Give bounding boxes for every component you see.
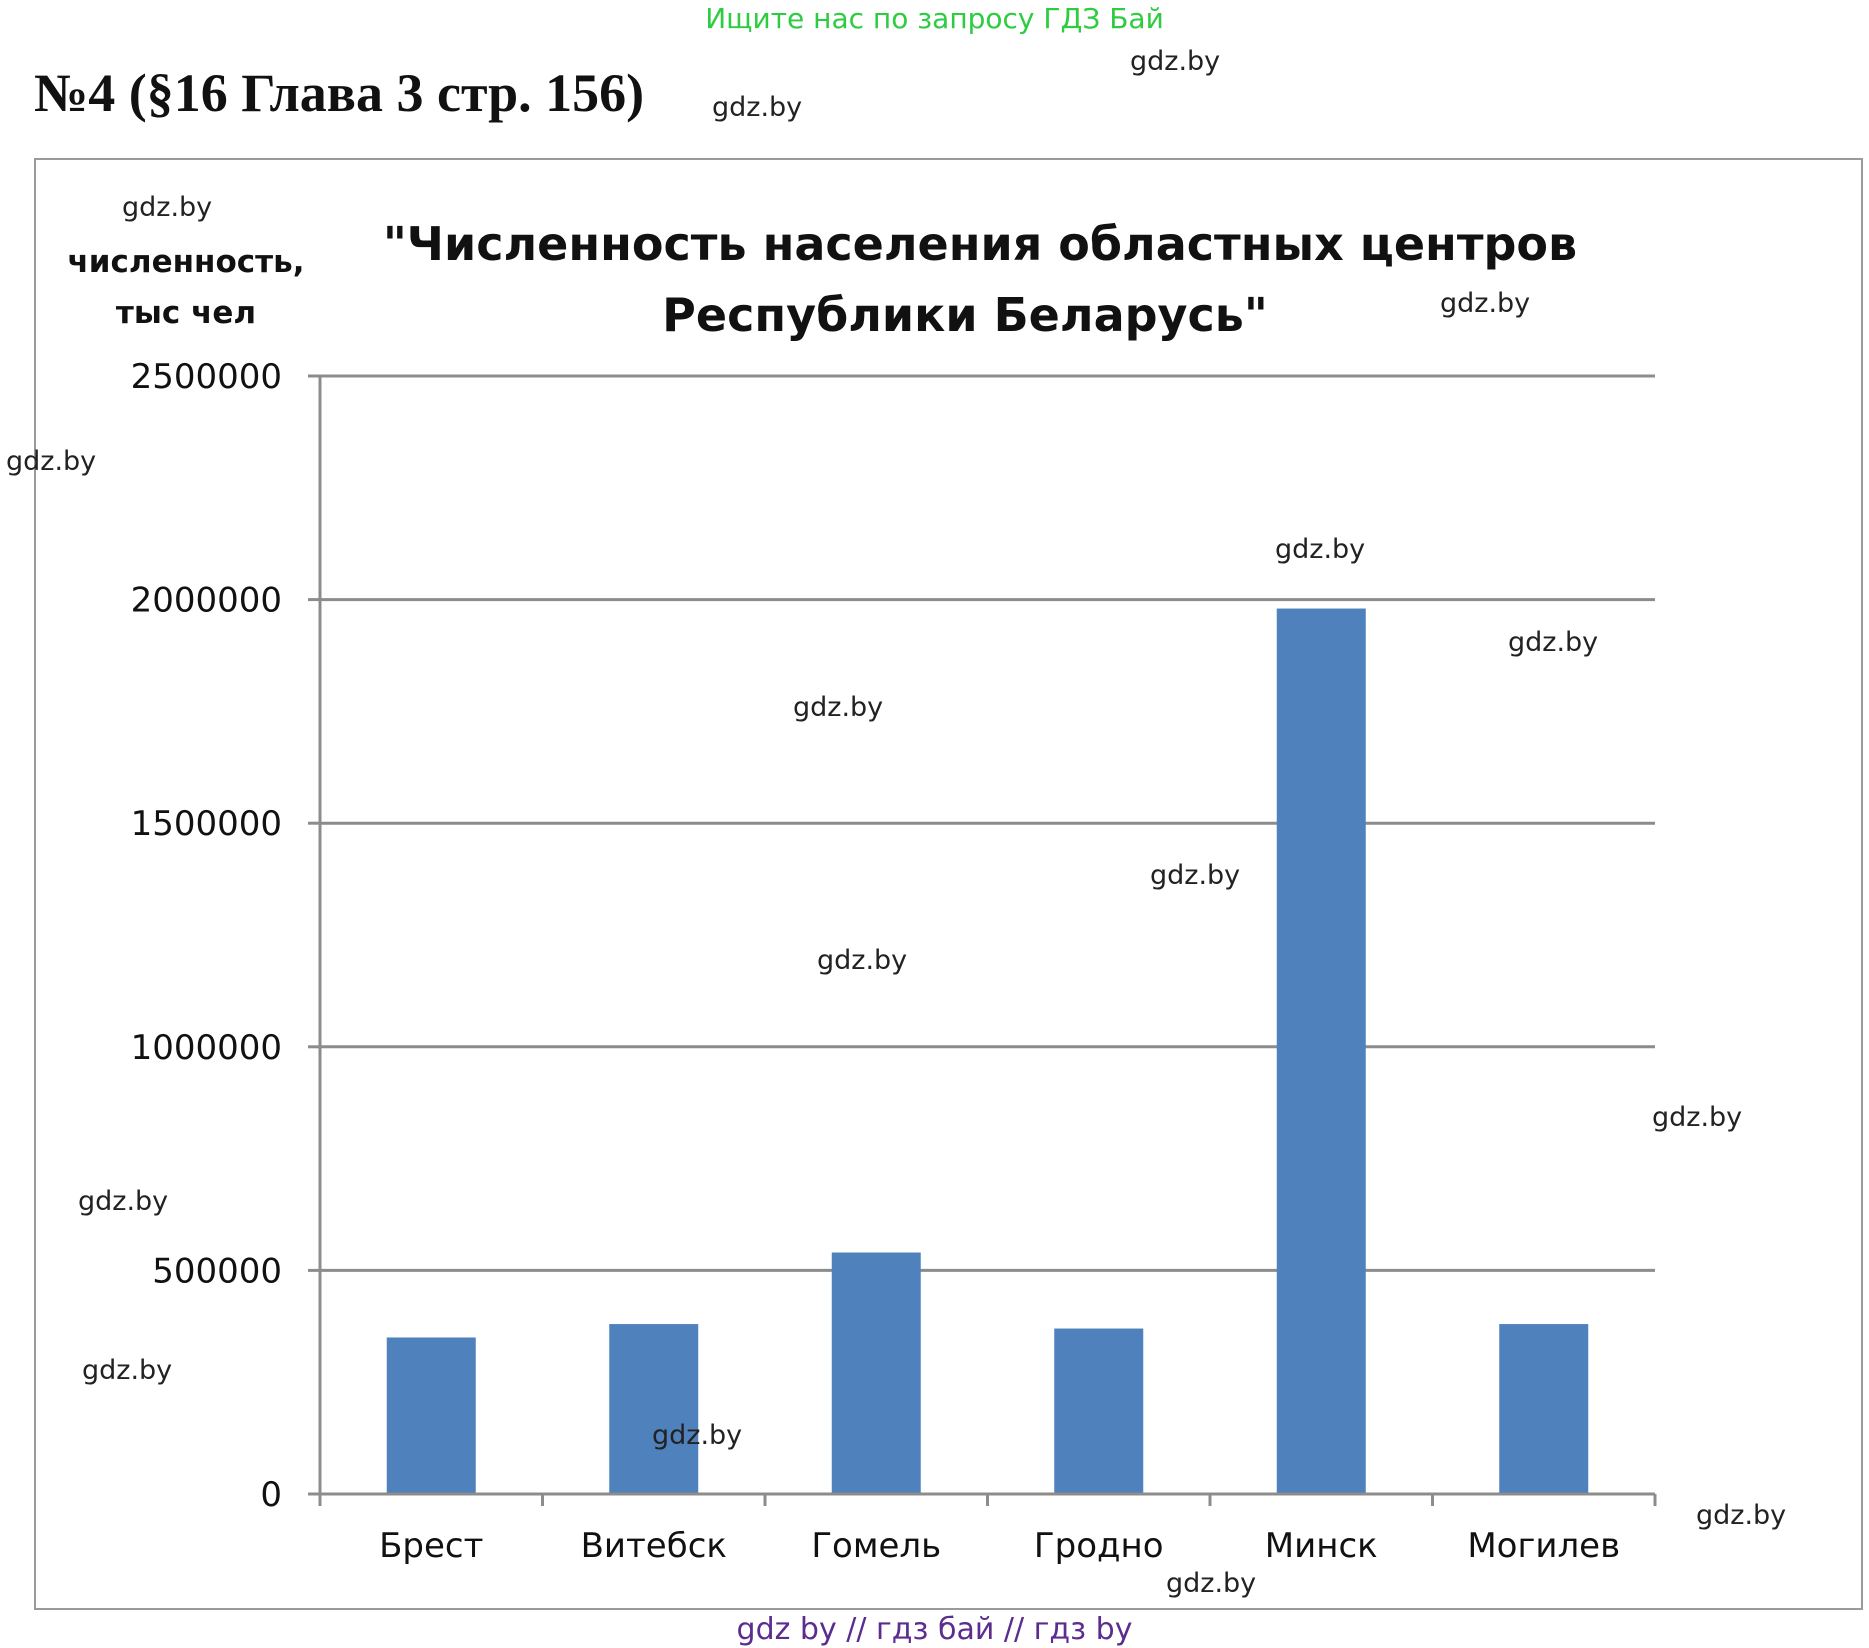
chart-title-line2: Республики Беларусь" (662, 288, 1268, 342)
x-tick-label: Брест (379, 1526, 483, 1566)
bar (1276, 608, 1366, 1494)
page-heading: №4 (§16 Глава 3 стр. 156) (34, 63, 645, 123)
bar (1054, 1328, 1144, 1494)
x-tick-label: Минск (1265, 1526, 1378, 1566)
bar (386, 1337, 476, 1494)
bar (609, 1324, 699, 1494)
y-tick-label: 2000000 (131, 581, 282, 621)
y-axis-label-line2: тыс чел (116, 295, 256, 331)
bar (1499, 1324, 1589, 1494)
y-axis-label-line1: численность, (68, 244, 305, 280)
chart-title-line1: "Численность населения областных центров (383, 217, 1577, 271)
bar (831, 1252, 921, 1494)
watermark: gdz.by (1440, 288, 1531, 319)
y-tick-label: 1000000 (131, 1028, 282, 1068)
watermark: gdz.by (1275, 534, 1366, 565)
watermark: gdz.by (652, 1420, 743, 1451)
x-tick-label: Гродно (1034, 1526, 1164, 1566)
bar-layer (386, 608, 1589, 1494)
watermark: gdz.by (6, 446, 97, 477)
x-tick-label: Витебск (581, 1526, 727, 1566)
top-banner: Ищите нас по запросу ГДЗ Бай (705, 2, 1164, 35)
watermark: gdz.by (1696, 1500, 1787, 1531)
watermark: gdz.by (712, 92, 803, 123)
watermark: gdz.by (1652, 1102, 1743, 1133)
watermark: gdz.by (78, 1186, 169, 1217)
watermark: gdz.by (1130, 46, 1221, 77)
watermark: gdz.by (1508, 627, 1599, 658)
y-tick-label: 2500000 (131, 357, 282, 397)
x-tick-label: Гомель (811, 1526, 941, 1566)
y-tick-label: 1500000 (131, 804, 282, 844)
y-tick-label: 0 (260, 1475, 282, 1515)
bottom-banner: gdz by // гдз бай // гдз by (736, 1612, 1133, 1647)
watermark: gdz.by (1166, 1568, 1257, 1599)
axis-layer (308, 374, 1657, 1506)
x-tick-label: Могилев (1467, 1526, 1620, 1566)
watermark: gdz.by (793, 692, 884, 723)
grid-layer (320, 374, 1655, 1272)
watermark: gdz.by (122, 192, 213, 223)
y-tick-label: 500000 (152, 1251, 282, 1291)
label-layer: 0 500000 1000000 1500000 2000000 2500000 Брест… (131, 357, 1621, 1566)
watermark: gdz.by (82, 1355, 173, 1386)
chart-frame (34, 158, 1863, 1610)
watermark: gdz.by (817, 945, 908, 976)
watermark: gdz.by (1150, 860, 1241, 891)
